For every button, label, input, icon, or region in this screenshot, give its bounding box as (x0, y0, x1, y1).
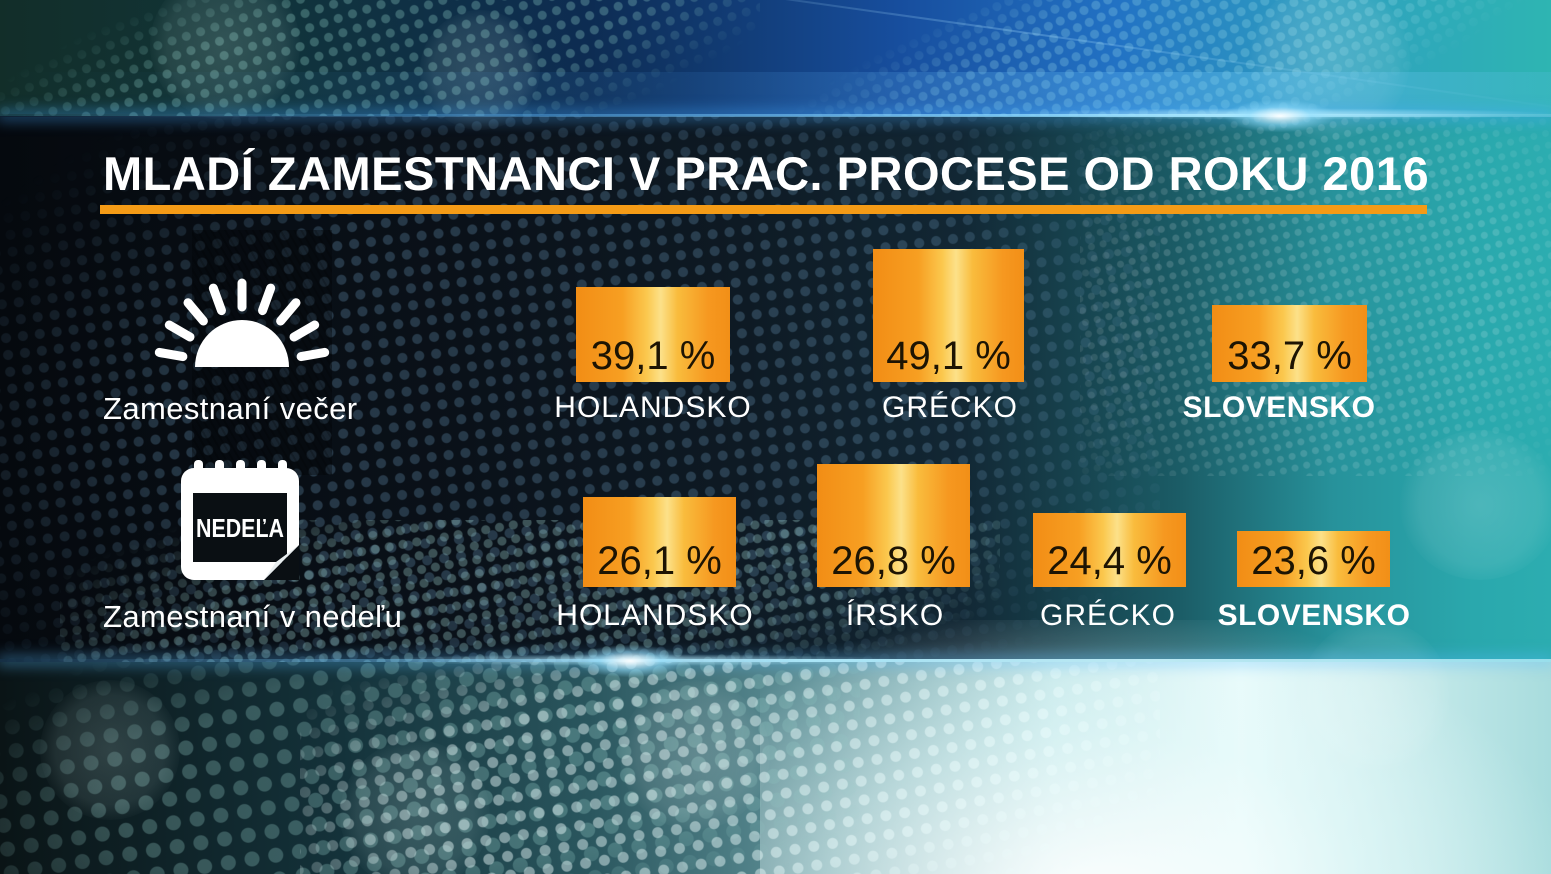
sunset-icon (154, 271, 330, 384)
value-box: 33,7 % (1212, 305, 1367, 382)
country-label-highlight: SLOVENSKO (1217, 599, 1411, 632)
background-band-top (0, 0, 1551, 116)
title-underline (100, 205, 1427, 214)
calendar-day-text: NEDEĽA (196, 513, 284, 543)
divider-streak-top (0, 114, 1551, 117)
country-label: ÍRSKO (845, 599, 945, 632)
value-box: 39,1 % (576, 287, 730, 382)
lens-flare (575, 645, 685, 677)
value-box: 49,1 % (873, 249, 1024, 382)
country-label-highlight: SLOVENSKO (1182, 391, 1376, 424)
value-box: 23,6 % (1237, 531, 1390, 587)
bokeh-circle (150, 0, 300, 120)
stat-value: 26,8 % (831, 539, 956, 583)
stat-value: 24,4 % (1047, 539, 1172, 583)
stat-value: 33,7 % (1227, 334, 1352, 378)
value-box: 26,8 % (817, 464, 970, 587)
bokeh-circle (420, 10, 540, 130)
bokeh-circle (1400, 430, 1551, 580)
stat-value: 39,1 % (590, 334, 716, 378)
country-label: GRÉCKO (1039, 599, 1177, 632)
stat-value: 49,1 % (886, 334, 1011, 378)
bokeh-circle (620, 680, 770, 830)
country-label: GRÉCKO (881, 391, 1019, 424)
value-box: 26,1 % (583, 497, 736, 587)
bokeh-circle (1300, 620, 1450, 770)
stat-value: 26,1 % (597, 539, 722, 583)
country-label: HOLANDSKO (556, 599, 754, 632)
page-title: MLADÍ ZAMESTNANCI V PRAC. PROCESE OD ROK… (103, 147, 1430, 200)
stat-value: 23,6 % (1251, 539, 1376, 583)
calendar-icon: NEDEĽA (180, 459, 300, 586)
lens-flare (1225, 100, 1335, 132)
bokeh-circle (40, 680, 180, 820)
country-label: HOLANDSKO (554, 391, 752, 424)
value-box: 24,4 % (1033, 513, 1186, 587)
bokeh-circle (340, 740, 490, 874)
row-label-sunday: Zamestnaní v nedeľu (103, 599, 403, 634)
row-label-evening: Zamestnaní večer (103, 391, 358, 426)
